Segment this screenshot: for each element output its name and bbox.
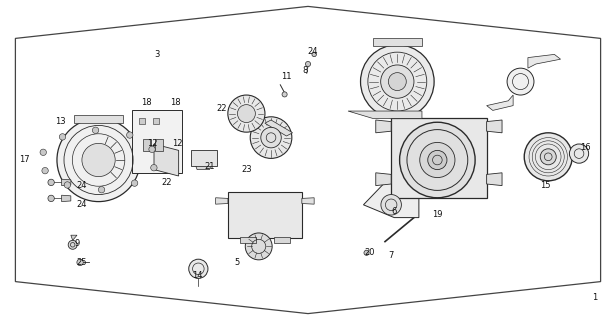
Text: 11: 11 [281, 72, 292, 81]
Circle shape [261, 127, 282, 148]
Bar [228, 192, 302, 238]
Polygon shape [71, 235, 77, 240]
Circle shape [57, 118, 140, 202]
Circle shape [428, 150, 447, 170]
Text: 18: 18 [170, 98, 181, 107]
Polygon shape [74, 115, 123, 123]
Circle shape [569, 144, 589, 163]
Circle shape [400, 122, 475, 198]
Circle shape [131, 180, 138, 186]
Circle shape [282, 92, 287, 97]
Circle shape [306, 61, 310, 67]
Circle shape [419, 142, 455, 178]
Text: 24: 24 [307, 47, 318, 56]
Polygon shape [487, 120, 502, 133]
Text: 12: 12 [172, 140, 183, 148]
Circle shape [149, 146, 155, 153]
Circle shape [82, 143, 115, 177]
Polygon shape [62, 179, 71, 186]
Polygon shape [373, 38, 422, 46]
Circle shape [237, 105, 256, 123]
Circle shape [381, 65, 414, 98]
Circle shape [364, 250, 369, 255]
Text: 15: 15 [540, 181, 551, 190]
Bar [155, 139, 163, 151]
Polygon shape [528, 54, 561, 68]
Circle shape [48, 179, 54, 186]
Polygon shape [154, 144, 179, 176]
Circle shape [524, 133, 572, 181]
Text: 5: 5 [235, 258, 240, 267]
Text: 7: 7 [389, 252, 394, 260]
Text: 23: 23 [241, 165, 252, 174]
Circle shape [151, 164, 157, 171]
Polygon shape [363, 179, 419, 218]
Text: 12: 12 [147, 140, 158, 148]
Text: 6: 6 [392, 207, 397, 216]
Text: 3: 3 [155, 50, 160, 59]
Text: 1: 1 [592, 293, 597, 302]
Text: 25: 25 [76, 258, 87, 267]
Circle shape [40, 149, 46, 156]
Circle shape [99, 187, 105, 193]
Circle shape [64, 182, 71, 188]
Polygon shape [487, 95, 513, 110]
Circle shape [381, 195, 402, 215]
Text: 22: 22 [216, 104, 227, 113]
Text: 13: 13 [55, 117, 66, 126]
Polygon shape [302, 198, 314, 204]
Circle shape [507, 68, 534, 95]
Polygon shape [348, 111, 422, 118]
Polygon shape [376, 173, 391, 186]
Circle shape [188, 259, 208, 278]
Circle shape [312, 52, 317, 57]
Circle shape [48, 195, 54, 202]
Bar [139, 118, 145, 124]
Text: 21: 21 [204, 162, 215, 171]
Text: 20: 20 [364, 248, 375, 257]
Circle shape [77, 259, 83, 266]
Circle shape [68, 240, 77, 249]
Polygon shape [62, 195, 71, 202]
Polygon shape [376, 120, 391, 133]
Text: 8: 8 [302, 66, 307, 75]
Circle shape [245, 233, 272, 260]
Circle shape [59, 134, 66, 140]
Text: 24: 24 [76, 181, 87, 190]
Circle shape [92, 127, 99, 133]
Polygon shape [487, 173, 502, 186]
Text: 16: 16 [580, 143, 591, 152]
Circle shape [540, 149, 556, 165]
Circle shape [42, 167, 48, 174]
Text: 19: 19 [432, 210, 443, 219]
Bar [191, 150, 217, 166]
Text: 18: 18 [141, 98, 152, 107]
Circle shape [388, 73, 407, 91]
Text: 9: 9 [75, 239, 79, 248]
Bar [132, 110, 182, 173]
Bar [143, 139, 151, 151]
Circle shape [250, 117, 292, 158]
Text: 17: 17 [19, 156, 30, 164]
Polygon shape [196, 166, 211, 170]
Text: 22: 22 [161, 178, 172, 187]
Bar [240, 237, 256, 243]
Circle shape [360, 45, 434, 118]
Text: 14: 14 [192, 271, 203, 280]
Polygon shape [216, 198, 228, 204]
Bar [153, 118, 159, 124]
Bar [274, 237, 290, 243]
Circle shape [228, 95, 265, 132]
Text: 24: 24 [76, 200, 87, 209]
Polygon shape [265, 120, 293, 136]
Bar [391, 118, 487, 198]
Circle shape [126, 132, 133, 138]
